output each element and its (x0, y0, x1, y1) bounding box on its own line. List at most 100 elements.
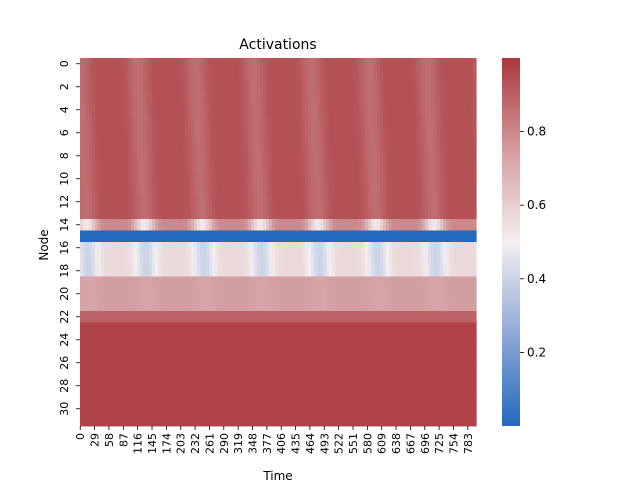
heatmap-cell (380, 253, 384, 266)
heatmap-cell (167, 253, 171, 266)
heatmap-cell (458, 92, 462, 105)
heatmap-cell (158, 276, 162, 289)
heatmap-cell (425, 138, 429, 151)
heatmap-cell (470, 311, 474, 323)
heatmap-cell (260, 288, 264, 300)
heatmap-cell (209, 334, 213, 346)
heatmap-cell (371, 138, 375, 151)
heatmap-cell (395, 58, 399, 70)
heatmap-cell (134, 265, 138, 277)
heatmap-cell (245, 196, 249, 208)
heatmap-cell (383, 161, 387, 174)
heatmap-cell (248, 345, 252, 358)
heatmap-cell (296, 357, 300, 369)
heatmap-cell (455, 219, 459, 231)
heatmap-cell (257, 391, 261, 404)
heatmap-cell (410, 253, 414, 266)
heatmap-cell (431, 150, 435, 162)
heatmap-cell (323, 92, 327, 105)
heatmap-cell (317, 276, 321, 289)
heatmap-cell (200, 161, 204, 174)
heatmap-cell (383, 127, 387, 139)
heatmap-cell (362, 414, 366, 427)
heatmap-cell (101, 357, 105, 369)
heatmap-cell (254, 104, 258, 116)
heatmap-cell (140, 184, 144, 197)
heatmap-cell (287, 288, 291, 300)
heatmap-cell (149, 345, 153, 358)
heatmap-cell (167, 368, 171, 381)
heatmap-cell (137, 322, 141, 335)
heatmap-cell (173, 345, 177, 358)
heatmap-cell (251, 403, 255, 415)
heatmap-cell (452, 368, 456, 381)
heatmap-cell (392, 138, 396, 151)
heatmap-cell (440, 81, 444, 93)
heatmap-cell (173, 81, 177, 93)
heatmap-cell (173, 253, 177, 266)
heatmap-cell (89, 81, 93, 93)
heatmap-cell (236, 219, 240, 231)
heatmap-cell (260, 219, 264, 231)
heatmap-cell (113, 219, 117, 231)
heatmap-cell (404, 380, 408, 392)
heatmap-cell (230, 242, 234, 254)
heatmap-cell (167, 391, 171, 404)
heatmap-cell (284, 311, 288, 323)
heatmap-cell (149, 322, 153, 335)
heatmap-cell (416, 81, 420, 93)
heatmap-cell (461, 380, 465, 392)
heatmap-cell (455, 311, 459, 323)
heatmap-cell (131, 127, 135, 139)
heatmap-cell (236, 403, 240, 415)
heatmap-cell (116, 242, 120, 254)
heatmap-cell (251, 207, 255, 220)
heatmap-cell (191, 230, 195, 243)
heatmap-cell (377, 357, 381, 369)
heatmap-cell (149, 161, 153, 174)
heatmap-cell (257, 345, 261, 358)
heatmap-cell (98, 414, 102, 427)
heatmap-cell (242, 299, 246, 312)
heatmap-cell (413, 184, 417, 197)
heatmap-cell (362, 127, 366, 139)
heatmap-cell (392, 368, 396, 381)
heatmap-cell (224, 138, 228, 151)
heatmap-cell (263, 391, 267, 404)
heatmap-cell (233, 173, 237, 185)
heatmap-cell (122, 299, 126, 312)
heatmap-cell (176, 184, 180, 197)
heatmap-cell (407, 230, 411, 243)
heatmap-cell (188, 219, 192, 231)
heatmap-cell (317, 69, 321, 82)
heatmap-cell (272, 265, 276, 277)
heatmap-cell (332, 196, 336, 208)
heatmap-cell (338, 69, 342, 82)
heatmap-cell (467, 288, 471, 300)
heatmap-cell (446, 173, 450, 185)
heatmap-cell (95, 368, 99, 381)
heatmap-cell (470, 288, 474, 300)
heatmap-cell (368, 311, 372, 323)
heatmap-cell (437, 92, 441, 105)
heatmap-cell (164, 311, 168, 323)
heatmap-cell (149, 253, 153, 266)
heatmap-cell (281, 334, 285, 346)
heatmap-cell (422, 230, 426, 243)
heatmap-cell (347, 92, 351, 105)
heatmap-cell (107, 265, 111, 277)
heatmap-cell (449, 127, 453, 139)
heatmap-cell (140, 357, 144, 369)
heatmap-cell (179, 196, 183, 208)
heatmap-cell (116, 173, 120, 185)
heatmap-cell (224, 104, 228, 116)
heatmap-cell (425, 276, 429, 289)
heatmap-cell (371, 92, 375, 105)
heatmap-cell (362, 92, 366, 105)
heatmap-cell (365, 115, 369, 128)
heatmap-cell (221, 150, 225, 162)
heatmap-cell (104, 391, 108, 404)
heatmap-cell (455, 58, 459, 70)
heatmap-cell (242, 184, 246, 197)
heatmap-cell (269, 403, 273, 415)
